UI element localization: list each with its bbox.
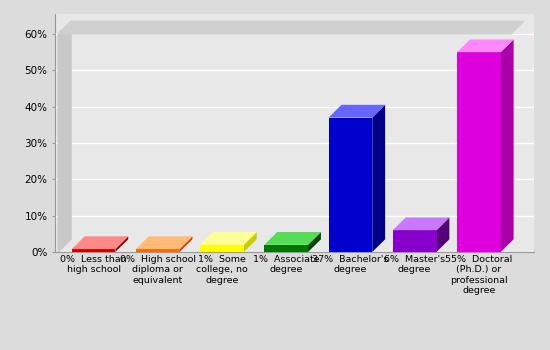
Polygon shape xyxy=(372,105,385,252)
Polygon shape xyxy=(180,236,192,252)
Polygon shape xyxy=(116,236,128,252)
Polygon shape xyxy=(200,232,257,245)
Polygon shape xyxy=(457,52,500,252)
Polygon shape xyxy=(265,232,321,245)
Polygon shape xyxy=(457,40,514,52)
Polygon shape xyxy=(393,230,437,252)
Polygon shape xyxy=(244,232,257,252)
Polygon shape xyxy=(72,236,128,249)
Polygon shape xyxy=(308,232,321,252)
Polygon shape xyxy=(328,118,372,252)
Polygon shape xyxy=(328,105,385,118)
Polygon shape xyxy=(58,21,524,34)
Polygon shape xyxy=(265,245,308,252)
Polygon shape xyxy=(200,245,244,252)
Polygon shape xyxy=(437,217,449,252)
Polygon shape xyxy=(500,40,514,252)
Polygon shape xyxy=(58,21,71,252)
Polygon shape xyxy=(136,249,180,252)
Polygon shape xyxy=(72,249,116,252)
Polygon shape xyxy=(136,236,192,249)
Polygon shape xyxy=(393,217,449,230)
